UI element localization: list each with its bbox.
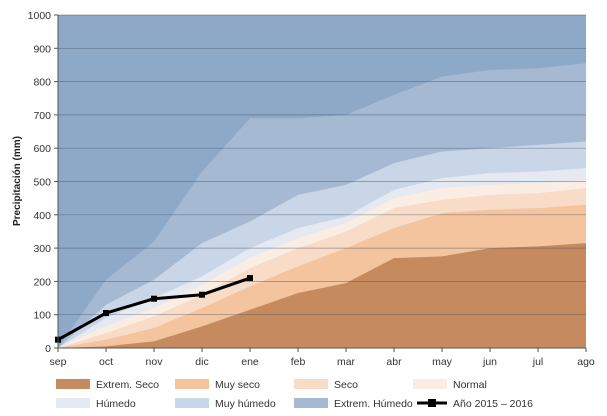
legend-label: Año 2015 – 2016 [453,398,533,410]
legend-swatch [56,379,90,389]
legend-label: Húmedo [96,398,136,410]
x-tick-label: nov [146,356,164,368]
y-tick-label: 400 [33,210,51,222]
legend-item-muy-humedo: Muy húmedo [175,398,276,410]
y-tick-label: 900 [33,43,51,55]
series-point [199,291,205,298]
legend: Extrem. Seco Muy seco Seco Normal Húmedo Muy … [56,379,533,410]
y-tick-label: 200 [33,276,51,288]
y-tick-label: 800 [33,77,51,89]
legend-item-seco: Seco [294,379,358,391]
legend-item-humedo: Húmedo [56,398,136,410]
legend-point-marker [428,399,436,407]
legend-item-extrem-seco: Extrem. Seco [56,379,159,391]
legend-swatch [56,398,90,408]
y-tick-label: 1000 [28,10,52,22]
x-tick-label: may [432,356,453,368]
y-tick-label: 600 [33,143,51,155]
legend-swatch [175,398,209,408]
x-tick-label: abr [386,356,402,368]
legend-item-normal: Normal [413,379,487,391]
x-tick-label: ene [241,356,259,368]
x-tick-label: feb [291,356,306,368]
legend-label: Extrem. Húmedo [334,398,413,410]
y-ticks: 0 100 200 300 400 500 600 700 800 900 1000 [28,10,58,355]
legend-item-ano-2015-2016: Año 2015 – 2016 [417,398,533,410]
y-tick-label: 100 [33,310,51,322]
series-point [151,295,157,302]
y-axis-title: Precipitación (mm) [12,136,23,226]
legend-item-muy-seco: Muy seco [175,379,260,391]
x-tick-label: sep [50,356,67,368]
x-tick-label: dic [195,356,208,368]
x-tick-label: jul [532,356,544,368]
legend-swatch [294,379,328,389]
grid-layer [58,14,586,316]
band-extrem-seco [58,243,586,348]
x-tick-label: mar [337,356,356,368]
legend-swatch [413,379,447,389]
legend-label: Seco [334,379,358,391]
x-ticks: sep oct nov dic ene feb mar abr may jun jul ago [50,348,595,368]
legend-item-extrem-humedo: Extrem. Húmedo [294,398,413,410]
series-point [247,275,253,282]
legend-label: Extrem. Seco [96,379,159,391]
legend-label: Muy húmedo [215,398,276,410]
y-tick-label: 500 [33,177,51,189]
legend-swatch [294,398,328,408]
legend-swatch [175,379,209,389]
x-tick-label: ago [577,356,595,368]
y-tick-label: 0 [45,343,51,355]
x-tick-label: oct [99,356,113,368]
legend-label: Muy seco [215,379,260,391]
x-tick-label: jun [482,356,497,368]
series-point [103,310,109,317]
y-tick-label: 700 [33,110,51,122]
legend-label: Normal [453,379,487,391]
y-tick-label: 300 [33,243,51,255]
